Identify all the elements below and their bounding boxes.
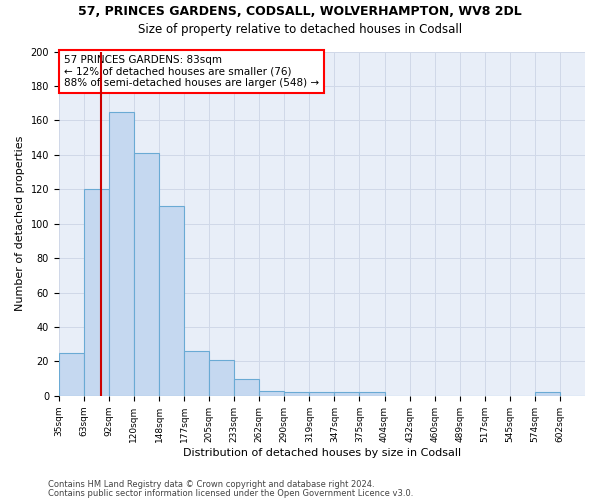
Bar [535,392,560,396]
Bar [234,378,259,396]
Text: 57, PRINCES GARDENS, CODSALL, WOLVERHAMPTON, WV8 2DL: 57, PRINCES GARDENS, CODSALL, WOLVERHAMP… [78,5,522,18]
Bar [134,153,159,396]
Text: Size of property relative to detached houses in Codsall: Size of property relative to detached ho… [138,22,462,36]
X-axis label: Distribution of detached houses by size in Codsall: Distribution of detached houses by size … [183,448,461,458]
Bar [59,353,84,396]
Bar [184,351,209,396]
Bar [109,112,134,396]
Bar [159,206,184,396]
Bar [310,392,334,396]
Bar [84,189,109,396]
Bar [209,360,234,396]
Bar [334,392,359,396]
Bar [259,390,284,396]
Text: Contains public sector information licensed under the Open Government Licence v3: Contains public sector information licen… [48,488,413,498]
Bar [284,392,310,396]
Text: 57 PRINCES GARDENS: 83sqm
← 12% of detached houses are smaller (76)
88% of semi-: 57 PRINCES GARDENS: 83sqm ← 12% of detac… [64,55,319,88]
Bar [359,392,385,396]
Text: Contains HM Land Registry data © Crown copyright and database right 2024.: Contains HM Land Registry data © Crown c… [48,480,374,489]
Y-axis label: Number of detached properties: Number of detached properties [15,136,25,312]
